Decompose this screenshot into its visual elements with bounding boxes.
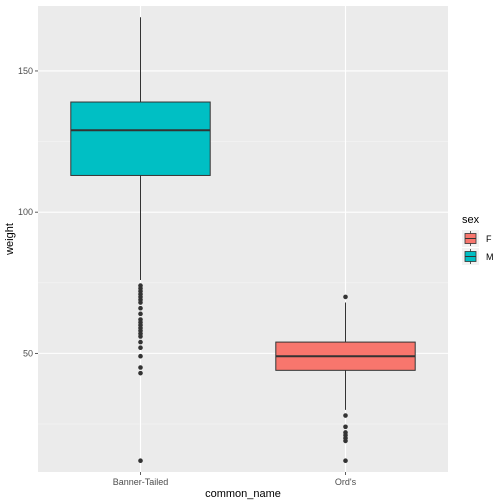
box-iqr xyxy=(70,101,211,176)
legend-title: sex xyxy=(462,214,480,226)
outlier-point xyxy=(138,300,143,305)
legend-entry-m: M xyxy=(462,248,494,265)
x-tick-label: Banner-Tailed xyxy=(113,477,169,487)
panel-background xyxy=(38,6,448,472)
x-axis: Banner-Tailed Ord's xyxy=(113,472,357,487)
legend: sex FM xyxy=(462,214,494,265)
outlier-point xyxy=(138,365,143,370)
legend-entry-f: F xyxy=(462,230,492,247)
outlier-point xyxy=(343,424,348,430)
x-axis-title: common_name xyxy=(205,488,281,500)
outlier-point xyxy=(343,458,348,464)
legend-entries: FM xyxy=(462,230,494,265)
outlier-point xyxy=(343,294,348,300)
outlier-point xyxy=(138,353,143,359)
outlier-point xyxy=(138,311,143,317)
box-m xyxy=(70,17,211,464)
outlier-point xyxy=(138,339,143,345)
outlier-point xyxy=(343,413,348,418)
legend-label: M xyxy=(486,252,494,262)
x-tick-label: Ord's xyxy=(335,477,357,487)
outlier-point xyxy=(138,305,143,311)
outlier-point xyxy=(138,458,143,464)
box-f xyxy=(275,294,416,464)
outlier-point xyxy=(138,370,143,376)
y-tick-label: 150 xyxy=(18,66,33,76)
legend-label: F xyxy=(486,234,492,244)
y-tick-label: 100 xyxy=(18,207,33,217)
boxes-layer xyxy=(70,17,416,464)
y-axis: 50 100 150 xyxy=(18,66,38,358)
outlier-point xyxy=(138,334,143,339)
outlier-point xyxy=(343,438,348,444)
outlier-point xyxy=(138,345,143,351)
y-axis-title: weight xyxy=(4,223,16,256)
y-tick-label: 50 xyxy=(23,348,33,358)
